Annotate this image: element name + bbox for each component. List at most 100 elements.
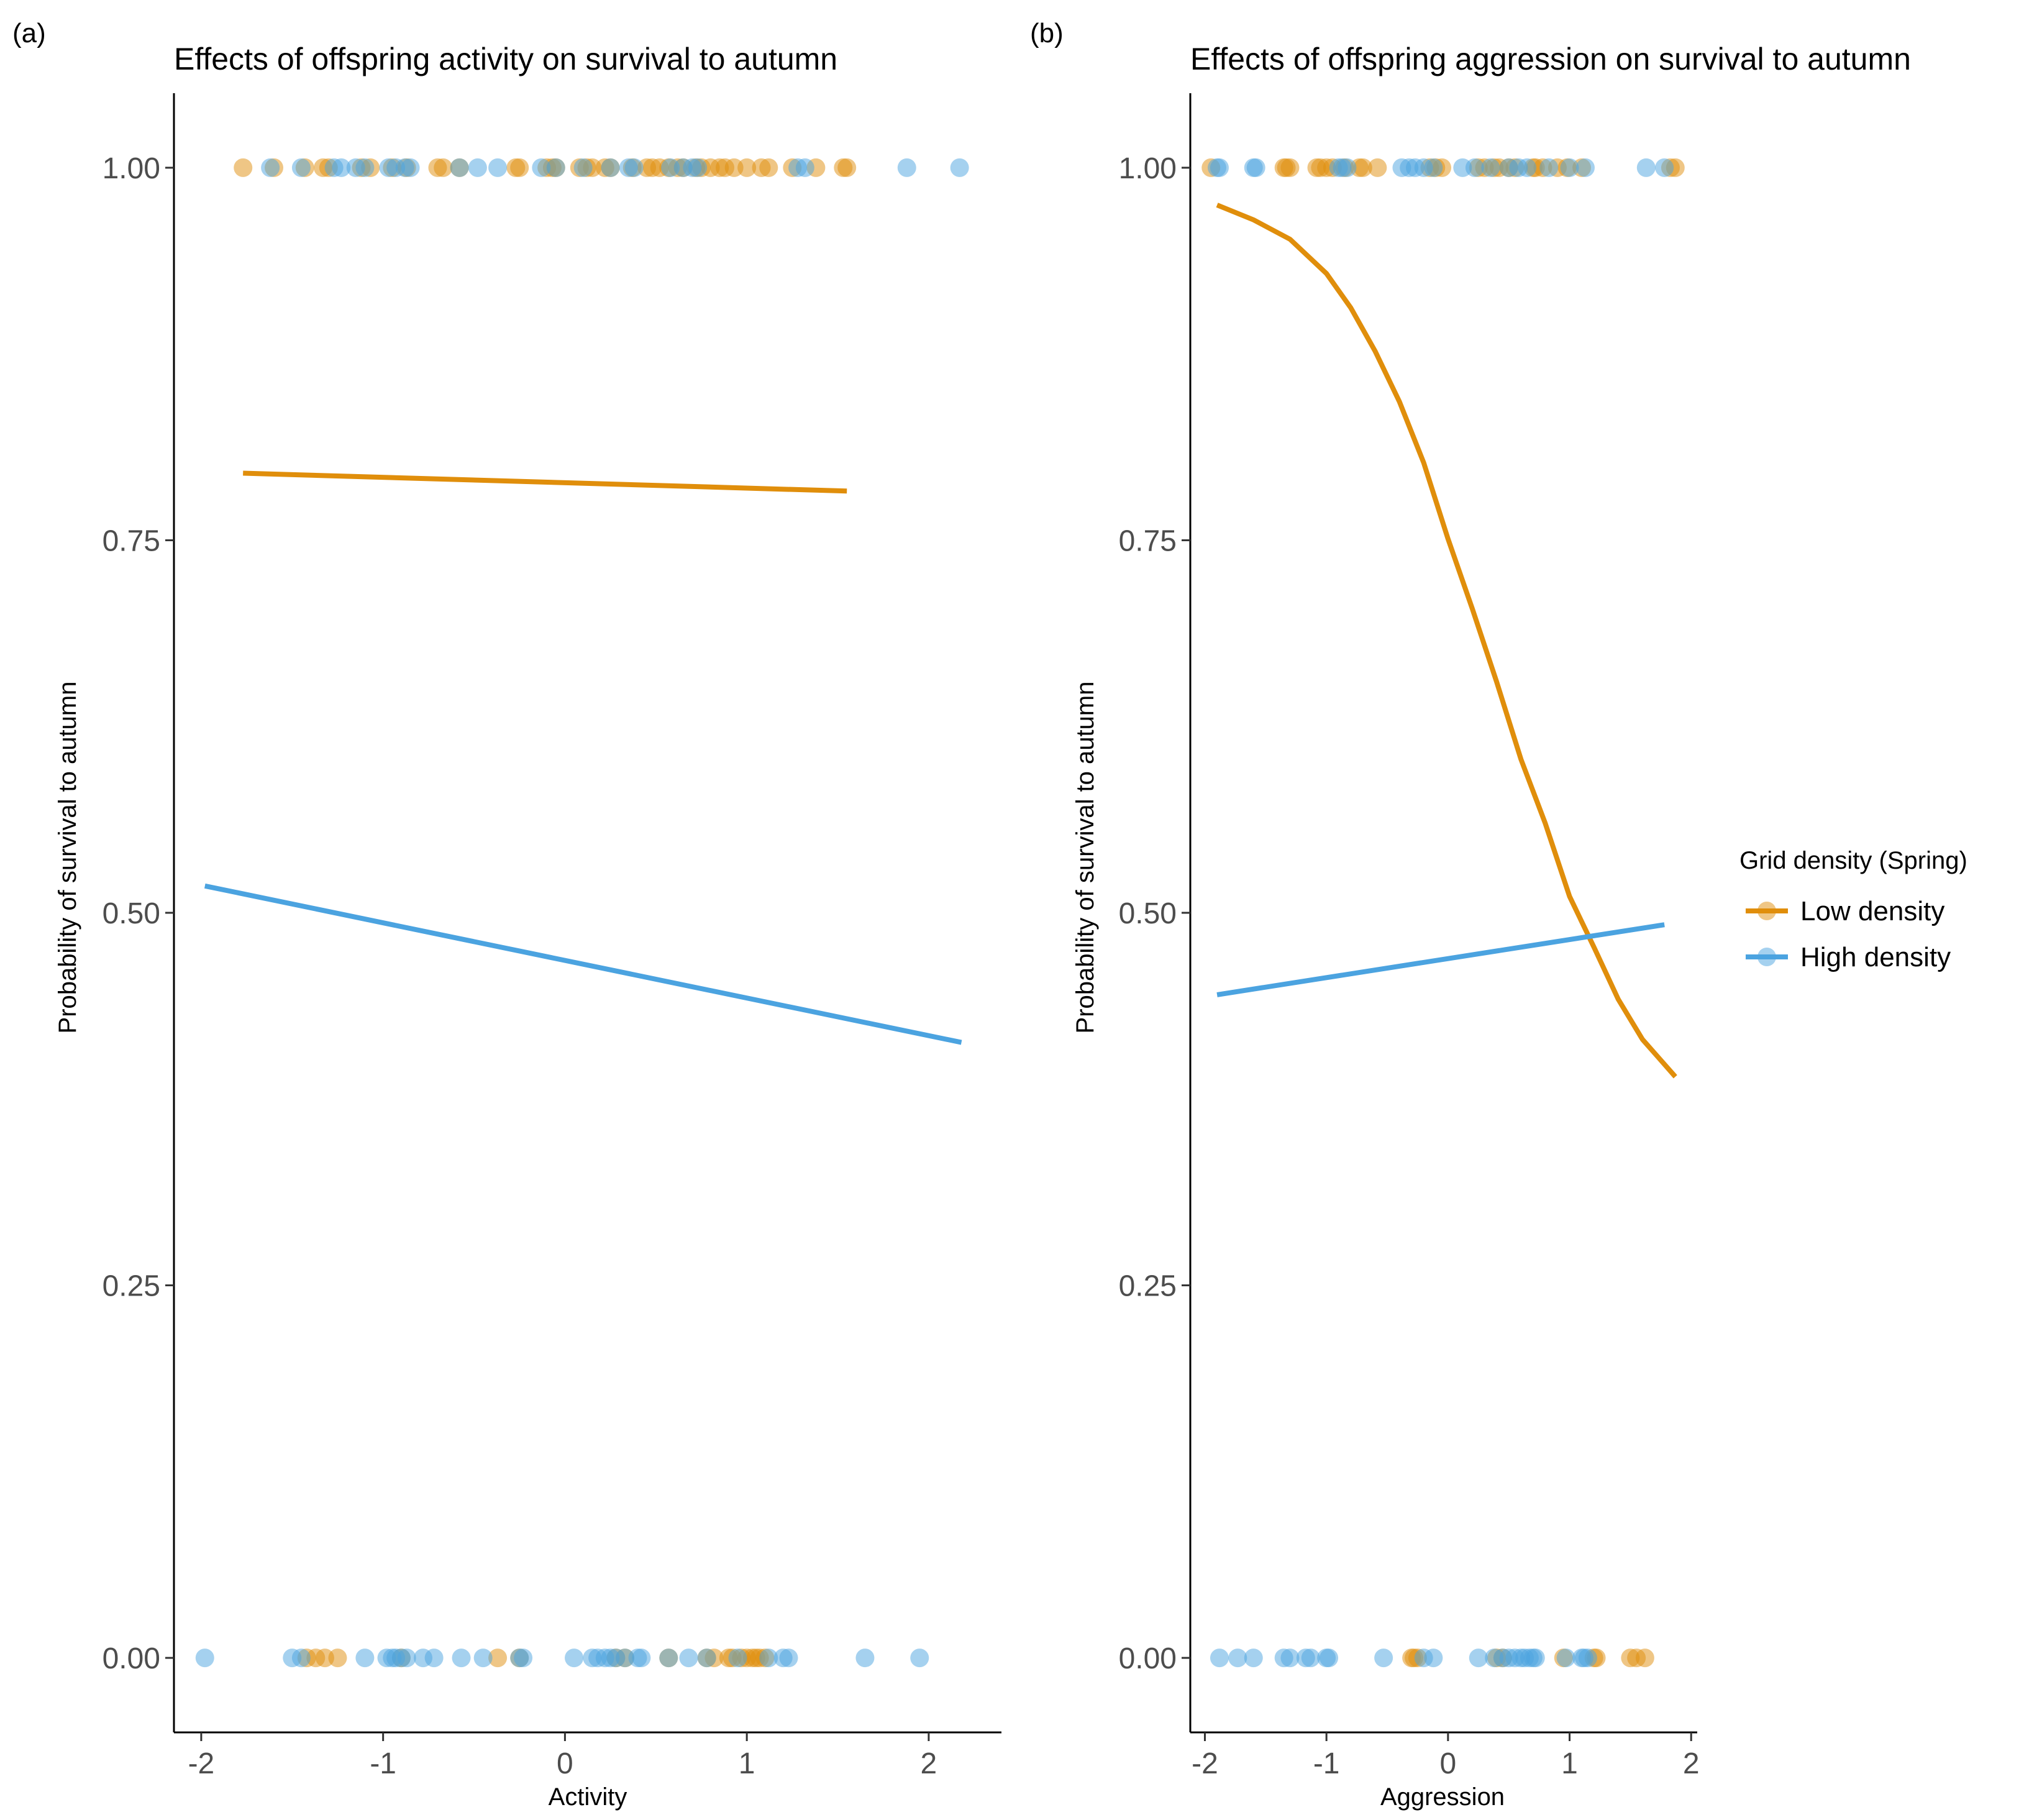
- point-high-density-died: [195, 1649, 214, 1668]
- point-high-density-died: [1228, 1649, 1247, 1668]
- point-high-density-died: [424, 1649, 444, 1668]
- point-high-density-survived: [488, 158, 508, 177]
- legend-key-point: [1757, 948, 1776, 966]
- fit-line-low-density: [243, 470, 847, 494]
- point-high-density-died: [473, 1649, 493, 1668]
- x-axis-title: Activity: [549, 1783, 627, 1811]
- point-high-density-died: [910, 1649, 929, 1668]
- point-high-density-survived: [1338, 158, 1357, 177]
- x-tick-label: 1: [739, 1747, 755, 1780]
- point-high-density-survived: [450, 158, 469, 177]
- point-low-density-survived: [1353, 158, 1372, 177]
- x-tick-label: -2: [188, 1747, 215, 1780]
- point-low-density-died: [488, 1649, 508, 1668]
- point-high-density-died: [616, 1649, 635, 1668]
- point-high-density-died: [1210, 1649, 1229, 1668]
- point-low-density-died: [1635, 1649, 1654, 1668]
- panel-label: (a): [12, 18, 46, 48]
- legend-label: High density: [1800, 942, 1951, 972]
- point-high-density-died: [632, 1649, 651, 1668]
- point-high-density-died: [779, 1649, 798, 1668]
- x-tick-label: 2: [1683, 1747, 1700, 1780]
- point-high-density-survived: [601, 158, 620, 177]
- point-high-density-survived: [950, 158, 969, 177]
- point-high-density-died: [1469, 1649, 1488, 1668]
- point-high-density-survived: [897, 158, 916, 177]
- fit-line-low-density: [1216, 203, 1677, 1079]
- point-high-density-survived: [1575, 158, 1595, 177]
- chart-title: Effects of offspring activity on surviva…: [174, 42, 837, 76]
- point-low-density-survived: [1368, 158, 1387, 177]
- legend-label: Low density: [1800, 896, 1944, 926]
- point-high-density-survived: [332, 158, 351, 177]
- y-tick-label: 0.75: [1119, 524, 1177, 557]
- point-low-density-survived: [1280, 158, 1300, 177]
- point-high-density-survived: [1481, 158, 1500, 177]
- fit-line-high-density: [204, 883, 962, 1045]
- point-high-density-died: [679, 1649, 698, 1668]
- point-low-density-survived: [434, 158, 453, 177]
- point-high-density-died: [1320, 1649, 1339, 1668]
- y-tick-label: 0.50: [103, 897, 160, 930]
- panel-label: (b): [1030, 18, 1064, 48]
- point-high-density-survived: [1246, 158, 1265, 177]
- point-high-density-survived: [1636, 158, 1656, 177]
- legend-item-low-density: Low density: [1746, 896, 1944, 926]
- point-high-density-survived: [624, 158, 644, 177]
- point-low-density-survived: [234, 158, 253, 177]
- legend: Grid density (Spring) Low density High d…: [1739, 847, 1967, 972]
- point-high-density-survived: [795, 158, 814, 177]
- x-axis-title: Aggression: [1380, 1783, 1505, 1811]
- plot-marks: [195, 158, 969, 1668]
- point-high-density-died: [1301, 1649, 1320, 1668]
- point-high-density-died: [1280, 1649, 1300, 1668]
- point-high-density-died: [728, 1649, 747, 1668]
- y-tick-label: 1.00: [103, 152, 160, 185]
- y-tick-label: 1.00: [1119, 152, 1177, 185]
- point-high-density-died: [1526, 1649, 1545, 1668]
- y-tick-label: 0.75: [103, 524, 160, 557]
- axes: 0.00 0.25 0.50 0.75 1.00 -2 -1 0 1 2: [1119, 93, 1700, 1780]
- point-high-density-survived: [261, 158, 280, 177]
- legend-title: Grid density (Spring): [1739, 847, 1967, 874]
- plot-marks: [1201, 158, 1685, 1668]
- point-high-density-survived: [1210, 158, 1229, 177]
- y-tick-label: 0.25: [103, 1270, 160, 1303]
- point-high-density-died: [1244, 1649, 1263, 1668]
- point-high-density-survived: [546, 158, 565, 177]
- axes: 0.00 0.25 0.50 0.75 1.00 -2 -1 0 1 2: [103, 93, 1001, 1780]
- point-high-density-survived: [401, 158, 420, 177]
- point-high-density-died: [514, 1649, 533, 1668]
- point-high-density-died: [759, 1649, 778, 1668]
- point-low-density-died: [328, 1649, 347, 1668]
- legend-key-point: [1757, 902, 1776, 920]
- point-low-density-survived: [837, 158, 857, 177]
- point-high-density-died: [565, 1649, 584, 1668]
- y-axis-title: Probability of survival to autumn: [1072, 682, 1099, 1034]
- fit-line-high-density: [1216, 922, 1665, 997]
- y-axis-title: Probability of survival to autumn: [54, 682, 81, 1034]
- point-high-density-died: [1424, 1649, 1443, 1668]
- point-high-density-died: [697, 1649, 716, 1668]
- legend-item-high-density: High density: [1746, 942, 1951, 972]
- point-high-density-survived: [1655, 158, 1674, 177]
- chart-title: Effects of offspring aggression on survi…: [1190, 42, 1911, 76]
- x-tick-label: 1: [1561, 1747, 1578, 1780]
- point-high-density-survived: [532, 158, 551, 177]
- point-low-density-survived: [724, 158, 744, 177]
- x-tick-label: -1: [370, 1747, 396, 1780]
- point-high-density-survived: [355, 158, 375, 177]
- x-tick-label: -1: [1313, 1747, 1340, 1780]
- point-high-density-died: [855, 1649, 875, 1668]
- point-high-density-survived: [1560, 158, 1579, 177]
- point-low-density-survived: [510, 158, 529, 177]
- point-low-density-survived: [737, 158, 757, 177]
- y-tick-label: 0.00: [103, 1642, 160, 1675]
- point-high-density-survived: [573, 158, 593, 177]
- point-high-density-died: [1578, 1649, 1597, 1668]
- point-high-density-died: [1374, 1649, 1393, 1668]
- point-high-density-died: [355, 1649, 375, 1668]
- point-high-density-died: [659, 1649, 678, 1668]
- point-high-density-survived: [1518, 158, 1537, 177]
